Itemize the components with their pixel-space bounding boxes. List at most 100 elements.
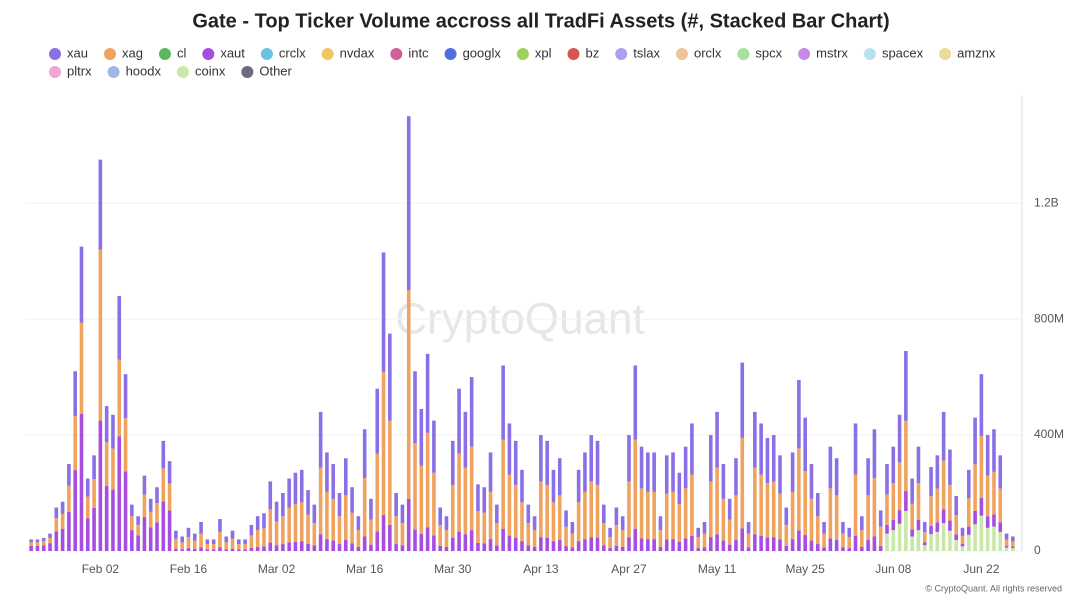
bar-segment xyxy=(224,542,229,550)
legend-marker xyxy=(939,48,952,60)
bar-segment xyxy=(708,481,713,538)
bar-segment xyxy=(312,545,317,551)
bar-segment xyxy=(954,495,959,516)
bar-segment xyxy=(343,539,348,551)
bar-segment xyxy=(356,530,361,547)
bar-segment xyxy=(753,534,757,551)
bar-segment xyxy=(362,536,367,551)
bar-segment xyxy=(54,531,59,551)
legend-label: hoodx xyxy=(126,63,162,78)
bar-segment xyxy=(715,534,719,551)
bar-segment xyxy=(520,502,524,542)
bar-segment xyxy=(432,472,436,536)
bar-segment xyxy=(148,498,153,512)
bar-segment xyxy=(476,510,480,543)
legend-label: spacex xyxy=(882,45,924,60)
bar-segment xyxy=(98,249,103,421)
legend-label: mstrx xyxy=(816,45,848,60)
bar-segment xyxy=(891,446,896,484)
bar-segment xyxy=(218,547,222,551)
bar-segment xyxy=(929,496,933,526)
bar-segment xyxy=(293,504,298,542)
bar-segment xyxy=(784,545,789,551)
bar-segment xyxy=(268,481,273,510)
bar-segment xyxy=(985,435,990,476)
bar-segment xyxy=(526,504,531,524)
bar-segment xyxy=(627,537,631,551)
legend-marker xyxy=(260,48,273,60)
bar-segment xyxy=(312,523,317,546)
bar-segment xyxy=(948,484,952,521)
legend-marker xyxy=(390,48,403,60)
bar-segment xyxy=(394,493,398,517)
bar-segment xyxy=(910,503,914,530)
legend-marker xyxy=(49,48,61,60)
bar-segment xyxy=(136,516,140,525)
legend-item: xaut xyxy=(202,45,245,60)
bar-segment xyxy=(186,527,191,538)
bar-segment xyxy=(67,464,71,486)
bar-segment xyxy=(205,549,210,551)
bar-segment xyxy=(803,470,807,536)
bar-segment xyxy=(872,477,877,537)
x-tick-label: Mar 30 xyxy=(434,562,472,576)
bar-segment xyxy=(243,544,247,550)
legend-marker xyxy=(202,48,215,60)
bar-segment xyxy=(916,483,921,520)
bar-segment xyxy=(576,502,581,542)
bar-segment xyxy=(778,493,782,540)
bar-segment xyxy=(337,544,342,551)
bar-segment xyxy=(853,474,858,536)
bar-segment xyxy=(897,510,902,524)
bar-segment xyxy=(740,528,745,551)
legend-label: orclx xyxy=(694,45,722,60)
bar-segment xyxy=(337,493,342,517)
bar-segment xyxy=(318,411,323,468)
bar-segment xyxy=(822,547,826,551)
bar-segment xyxy=(740,362,745,438)
bar-segment xyxy=(602,523,606,546)
bar-segment xyxy=(922,545,927,551)
bar-segment xyxy=(444,530,449,547)
bar-segment xyxy=(633,439,638,529)
bar-segment xyxy=(501,365,505,440)
bar-segment xyxy=(205,539,210,545)
bar-segment xyxy=(620,530,625,547)
bar-segment xyxy=(885,533,889,551)
bar-segment xyxy=(331,498,336,541)
bar-segment xyxy=(759,423,763,475)
bar-segment xyxy=(696,527,701,538)
bar-segment xyxy=(532,546,537,551)
bar-segment xyxy=(142,475,147,495)
bar-segment xyxy=(935,522,940,532)
legend-item: xpl xyxy=(516,45,552,60)
bar-segment xyxy=(1011,548,1015,551)
bar-segment xyxy=(1004,533,1009,540)
bar-segment xyxy=(841,533,845,548)
bar-segment xyxy=(539,481,543,538)
bar-segment xyxy=(916,446,921,484)
bar-segment xyxy=(482,512,487,544)
bar-segment xyxy=(85,518,90,551)
bar-segment xyxy=(967,526,971,535)
bar-segment xyxy=(167,461,172,484)
bar-segment xyxy=(809,464,814,499)
bar-segment xyxy=(161,501,166,551)
bar-segment xyxy=(262,513,266,529)
bar-segment xyxy=(457,531,461,551)
bar-segment xyxy=(929,466,933,497)
bar-segment xyxy=(809,498,814,541)
y-tick-label: 400M xyxy=(1034,427,1064,441)
legend-marker xyxy=(567,48,580,60)
bar-segment xyxy=(488,491,493,540)
bar-segment xyxy=(608,537,612,549)
bar-segment xyxy=(425,432,430,528)
bar-segment xyxy=(167,483,172,511)
bar-segment xyxy=(299,502,304,542)
bar-segment xyxy=(356,516,361,531)
legend-marker xyxy=(516,48,529,60)
bar-segment xyxy=(941,509,946,524)
bar-segment xyxy=(469,446,474,531)
bar-segment xyxy=(237,549,241,551)
